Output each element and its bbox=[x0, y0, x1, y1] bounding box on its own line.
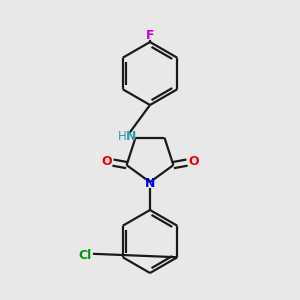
Text: O: O bbox=[101, 155, 112, 168]
Text: F: F bbox=[146, 29, 154, 42]
Text: N: N bbox=[126, 130, 136, 143]
Text: H: H bbox=[118, 130, 127, 143]
Text: N: N bbox=[145, 177, 155, 190]
Text: Cl: Cl bbox=[79, 249, 92, 262]
Text: O: O bbox=[188, 155, 199, 168]
